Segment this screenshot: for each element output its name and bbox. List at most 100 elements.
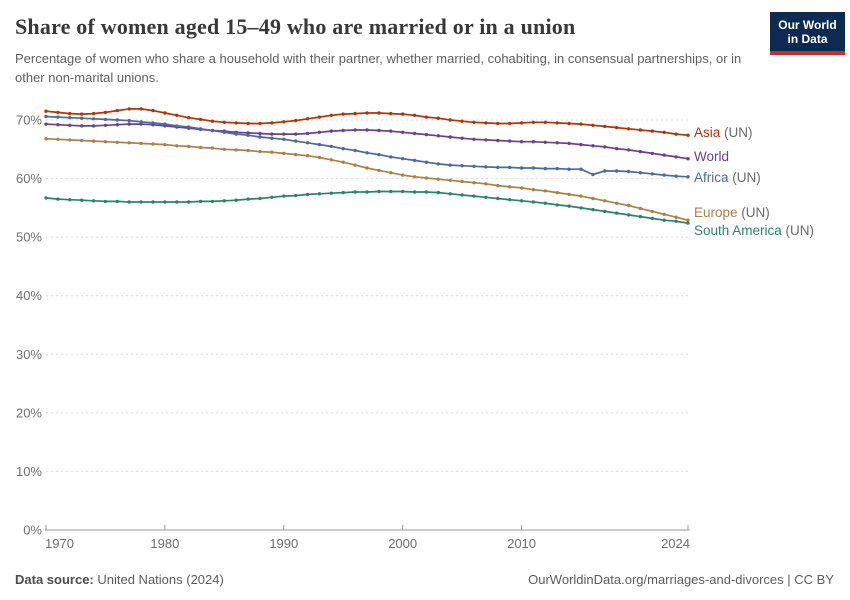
- data-point: [412, 175, 417, 179]
- data-point: [496, 121, 500, 126]
- data-point: [555, 121, 559, 125]
- data-point: [294, 193, 298, 198]
- data-point: [329, 144, 333, 149]
- series-end-label-europe[interactable]: Europe (UN): [694, 205, 770, 220]
- data-point: [650, 209, 654, 214]
- data-point: [460, 179, 464, 184]
- data-point: [282, 132, 286, 136]
- owid-logo[interactable]: Our World in Data: [770, 12, 845, 55]
- data-point: [472, 137, 476, 141]
- series-south-america: South America (UN): [44, 189, 814, 238]
- data-point: [686, 218, 690, 222]
- data-point: [424, 190, 429, 194]
- data-point: [662, 153, 666, 157]
- data-point: [187, 200, 191, 204]
- data-point: [282, 137, 286, 141]
- series-end-label-world[interactable]: World: [694, 149, 729, 164]
- data-point: [674, 155, 678, 159]
- data-point: [519, 166, 524, 170]
- data-point: [329, 129, 333, 133]
- data-point: [44, 122, 48, 126]
- data-point: [115, 199, 120, 204]
- data-point: [579, 206, 583, 210]
- series-line-south-america[interactable]: [45, 190, 689, 224]
- series-end-label-asia[interactable]: Asia (UN): [694, 125, 753, 140]
- data-point: [662, 212, 666, 216]
- data-point: [317, 192, 322, 196]
- data-point: [389, 129, 393, 133]
- data-point: [270, 121, 274, 125]
- data-point: [305, 192, 310, 197]
- data-point: [531, 140, 536, 144]
- data-point: [270, 150, 274, 154]
- data-point: [674, 174, 678, 178]
- data-point: [353, 163, 357, 167]
- data-point: [68, 116, 72, 120]
- data-point: [555, 166, 559, 171]
- data-point: [674, 219, 678, 223]
- data-point: [448, 135, 452, 139]
- data-point: [686, 221, 690, 225]
- data-point: [531, 120, 536, 125]
- data-point: [151, 142, 155, 146]
- data-point: [329, 191, 333, 195]
- data-point: [531, 188, 536, 192]
- data-point: [44, 109, 48, 113]
- data-point: [436, 134, 440, 138]
- data-point: [317, 130, 322, 134]
- data-point: [579, 122, 583, 126]
- series-africa: Africa (UN): [44, 114, 761, 185]
- data-point: [531, 200, 536, 204]
- data-point: [270, 195, 274, 199]
- data-point: [198, 199, 203, 204]
- data-point: [341, 128, 345, 133]
- data-point: [401, 130, 405, 134]
- data-point: [282, 151, 286, 156]
- data-point: [282, 194, 286, 198]
- data-point: [484, 121, 488, 125]
- data-point: [44, 137, 48, 141]
- data-point: [567, 141, 571, 146]
- data-point: [341, 160, 345, 164]
- data-point: [496, 165, 500, 170]
- data-point: [579, 167, 583, 171]
- data-point: [103, 110, 108, 115]
- data-point: [151, 108, 155, 113]
- data-point: [68, 111, 72, 116]
- data-point: [329, 113, 333, 118]
- data-point: [68, 123, 72, 128]
- source-label: Data source:: [15, 572, 94, 587]
- data-point: [389, 171, 393, 175]
- data-point: [246, 148, 250, 153]
- data-point: [591, 123, 595, 128]
- data-point: [615, 147, 619, 151]
- series-line-europe[interactable]: [45, 137, 689, 222]
- data-point: [139, 107, 143, 111]
- data-point: [91, 124, 96, 128]
- series-end-label-africa[interactable]: Africa (UN): [694, 170, 761, 185]
- data-point: [103, 140, 108, 144]
- data-point: [448, 178, 452, 182]
- credit-line[interactable]: OurWorldinData.org/marriages-and-divorce…: [528, 572, 834, 587]
- y-tick-label-50: 50%: [16, 230, 42, 245]
- page-subtitle: Percentage of women who share a househol…: [15, 51, 742, 85]
- data-point: [198, 145, 203, 150]
- data-point: [484, 195, 488, 199]
- data-point: [44, 114, 48, 119]
- data-point: [44, 196, 48, 200]
- series-end-label-south-america[interactable]: South America (UN): [694, 223, 814, 238]
- data-point: [496, 196, 500, 201]
- data-point: [234, 198, 238, 202]
- data-point: [210, 128, 215, 133]
- data-point: [305, 154, 310, 158]
- data-point: [198, 117, 203, 122]
- data-point: [151, 200, 155, 204]
- data-point: [210, 146, 215, 150]
- data-point: [448, 118, 452, 122]
- data-point: [365, 128, 369, 132]
- x-tick-label-1970: 1970: [45, 536, 74, 551]
- data-point: [115, 118, 120, 122]
- logo-line-1: Our World: [778, 18, 837, 32]
